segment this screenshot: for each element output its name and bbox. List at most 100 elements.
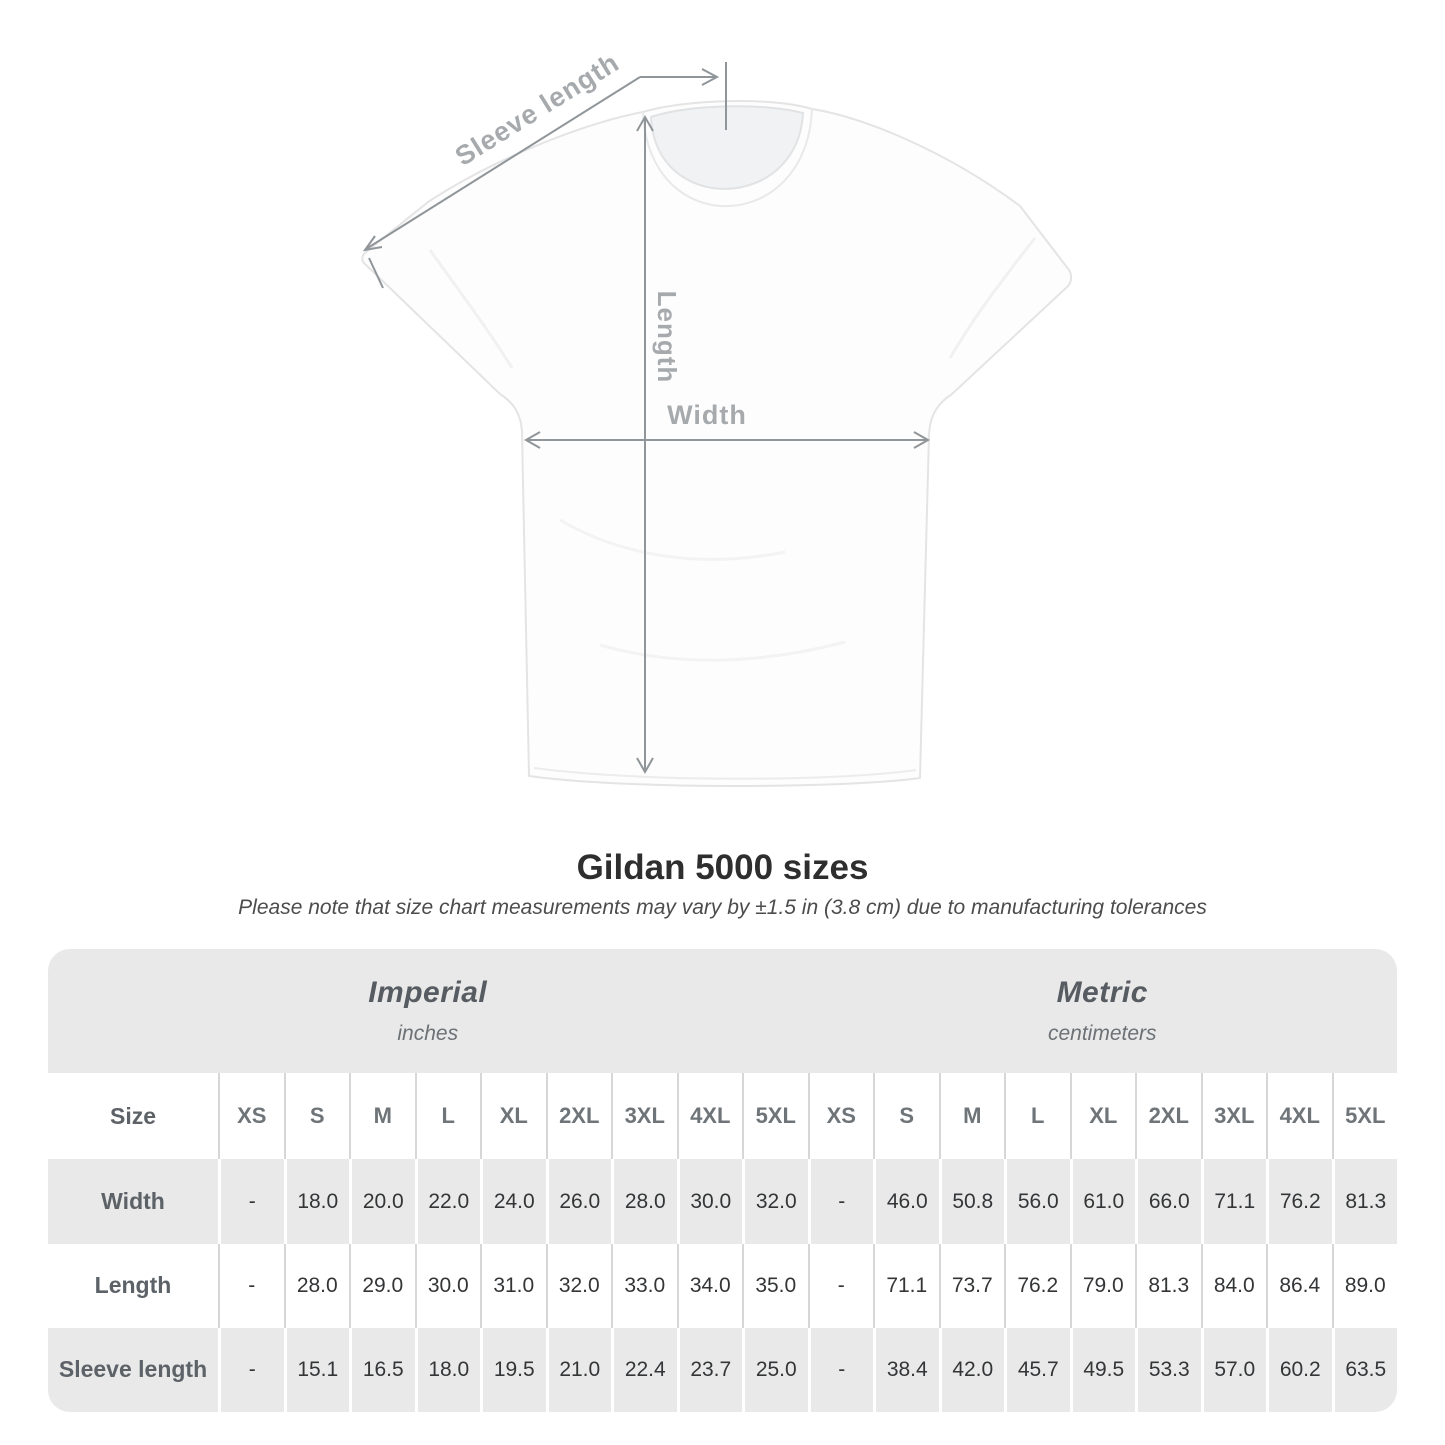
width-dim-left-arrowhead xyxy=(523,431,541,449)
size-column-header: 4XL xyxy=(1266,1073,1332,1160)
unit-header-row: Imperial inches Metric centimeters xyxy=(48,949,1397,1074)
tshirt-illustration xyxy=(361,100,1073,787)
measurement-row: Sleeve length -15.1 16.5 18.0 19.5 21.0 22.4 23… xyxy=(48,1327,1397,1412)
measurement-cell: 16.5 xyxy=(349,1327,415,1412)
size-column-header: S xyxy=(873,1073,939,1160)
size-header-label: Size xyxy=(48,1073,218,1160)
measurement-cell: 34.0 xyxy=(676,1243,742,1328)
tshirt-body xyxy=(361,100,1073,787)
size-column-header: M xyxy=(349,1073,415,1160)
sleeve-dim-right-arrowhead xyxy=(701,68,720,86)
measurement-cell: 49.5 xyxy=(1069,1327,1135,1412)
metric-header: Metric xyxy=(1056,976,1148,1010)
tolerance-note: Please note that size chart measurements… xyxy=(238,896,1207,919)
measurement-cell: 26.0 xyxy=(545,1159,611,1244)
measurement-row: Length -28.0 29.0 30.0 31.0 32.0 33.0 34.0 35.0-… xyxy=(48,1243,1397,1328)
sleeve-dim-diagonal-line xyxy=(365,76,641,250)
measurement-cell: 86.4 xyxy=(1266,1243,1332,1328)
measurement-cell: 18.0 xyxy=(414,1327,480,1412)
body-wrinkle xyxy=(559,518,786,561)
measurement-cell: 20.0 xyxy=(349,1159,415,1244)
size-column-header: S xyxy=(283,1073,349,1160)
metric-unit: centimeters xyxy=(1047,1022,1157,1046)
measurement-row-label: Length xyxy=(48,1243,218,1328)
tshirt-measurement-diagram: Sleeve length Length Width xyxy=(361,47,1073,787)
size-column-header: 4XL xyxy=(676,1073,742,1160)
measurement-cell: 60.2 xyxy=(1266,1327,1332,1412)
measurement-cell: 79.0 xyxy=(1069,1243,1135,1328)
measurement-cell: - xyxy=(218,1243,284,1328)
measurement-row: Width -18.0 20.0 22.0 24.0 26.0 28.0 30.0 32.0-4… xyxy=(48,1159,1397,1244)
sleeve-crease-right xyxy=(948,237,1037,359)
size-column-header: 5XL xyxy=(742,1073,808,1160)
measurement-row-label: Width xyxy=(48,1159,218,1244)
measurement-cell: - xyxy=(807,1159,873,1244)
measurement-cell: 76.2 xyxy=(1266,1159,1332,1244)
measurement-cell: 25.0 xyxy=(742,1327,808,1412)
measurement-cell: 89.0 xyxy=(1331,1243,1397,1328)
measurement-cell: 18.0 xyxy=(283,1159,349,1244)
measurement-cell: 42.0 xyxy=(938,1327,1004,1412)
measurement-cell: 61.0 xyxy=(1069,1159,1135,1244)
imperial-unit: inches xyxy=(397,1022,459,1046)
size-column-header: L xyxy=(414,1073,480,1160)
collar-opening xyxy=(649,105,805,190)
length-label: Length xyxy=(652,291,682,384)
size-table: Imperial inches Metric centimeters Size … xyxy=(48,949,1397,1412)
imperial-header: Imperial xyxy=(368,976,488,1010)
measurement-cell: 29.0 xyxy=(349,1243,415,1328)
measurement-cell: 32.0 xyxy=(545,1243,611,1328)
measurement-cell: 38.4 xyxy=(873,1327,939,1412)
size-column-header: 3XL xyxy=(1200,1073,1266,1160)
width-dim-right-arrowhead xyxy=(913,431,931,449)
measurement-cell: - xyxy=(807,1243,873,1328)
metric-header-cell: Metric centimeters xyxy=(807,949,1397,1074)
measurement-cell: - xyxy=(218,1159,284,1244)
sleeve-dim-corner-tick xyxy=(368,257,384,289)
size-column-header: 2XL xyxy=(545,1073,611,1160)
hem-seam xyxy=(533,767,917,780)
collar-seam xyxy=(642,108,813,208)
measurement-cell: - xyxy=(218,1327,284,1412)
size-column-header: 2XL xyxy=(1135,1073,1201,1160)
measurement-cell: 22.4 xyxy=(611,1327,677,1412)
size-table-container: Imperial inches Metric centimeters Size … xyxy=(48,949,1397,1412)
size-column-header: 3XL xyxy=(611,1073,677,1160)
sleeve-dim-left-arrowhead xyxy=(362,235,383,252)
size-column-header: XS xyxy=(218,1073,284,1160)
measurement-cell: 33.0 xyxy=(611,1243,677,1328)
measurement-cell: - xyxy=(807,1327,873,1412)
measurement-cell: 53.3 xyxy=(1135,1327,1201,1412)
dimension-lines xyxy=(362,62,931,775)
measurement-cell: 15.1 xyxy=(283,1327,349,1412)
measurement-cell: 76.2 xyxy=(1004,1243,1070,1328)
measurement-cell: 35.0 xyxy=(742,1243,808,1328)
measurement-cell: 45.7 xyxy=(1004,1327,1070,1412)
measurement-row-label: Sleeve length xyxy=(48,1327,218,1412)
size-column-header: XS xyxy=(807,1073,873,1160)
measurement-cell: 22.0 xyxy=(414,1159,480,1244)
measurement-cell: 30.0 xyxy=(414,1243,480,1328)
size-column-header: XL xyxy=(1069,1073,1135,1160)
measurement-cell: 30.0 xyxy=(676,1159,742,1244)
measurement-cell: 24.0 xyxy=(480,1159,546,1244)
measurement-cell: 28.0 xyxy=(611,1159,677,1244)
measurement-cell: 50.8 xyxy=(938,1159,1004,1244)
measurement-cell: 63.5 xyxy=(1331,1327,1397,1412)
measurement-cell: 23.7 xyxy=(676,1327,742,1412)
body-wrinkle xyxy=(599,640,846,662)
measurement-cell: 57.0 xyxy=(1200,1327,1266,1412)
measurement-cell: 81.3 xyxy=(1331,1159,1397,1244)
measurement-cell: 21.0 xyxy=(545,1327,611,1412)
measurement-cell: 28.0 xyxy=(283,1243,349,1328)
measurement-cell: 66.0 xyxy=(1135,1159,1201,1244)
sleeve-crease-left xyxy=(428,249,514,369)
length-dim-bottom-arrowhead xyxy=(636,757,654,775)
measurement-cell: 46.0 xyxy=(873,1159,939,1244)
measurement-cell: 84.0 xyxy=(1200,1243,1266,1328)
measurement-cell: 19.5 xyxy=(480,1327,546,1412)
size-header-row: Size XS S M L XL 2XL 3XL 4XL 5XL XS S M L XL 2XL 3XL 4XL… xyxy=(48,1073,1397,1160)
measurement-cell: 71.1 xyxy=(873,1243,939,1328)
size-column-header: XL xyxy=(480,1073,546,1160)
